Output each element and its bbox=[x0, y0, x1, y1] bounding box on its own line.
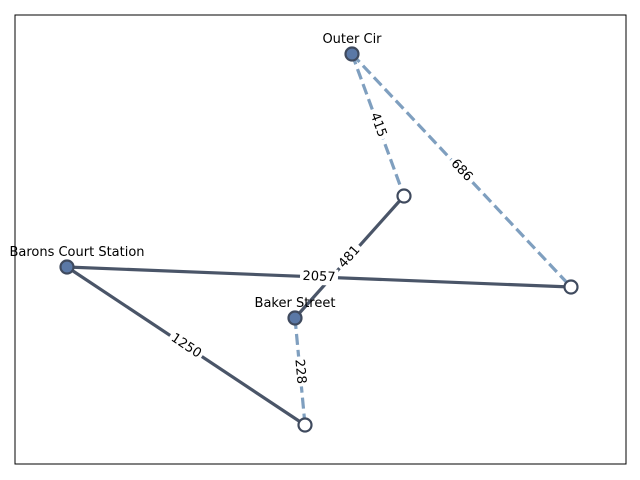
edge-weight-label: 415 bbox=[365, 108, 391, 142]
node-n-bottom bbox=[297, 417, 313, 433]
edge-weight-background bbox=[165, 328, 207, 364]
edge-weight-background bbox=[445, 154, 478, 187]
node-labels-layer: Outer Cir Barons Court Station Baker Stree… bbox=[9, 32, 382, 311]
node-label-outer-cir: Outer Cir bbox=[322, 32, 382, 47]
edge-weight-background bbox=[290, 355, 310, 388]
edge-outer-cir-n-mid bbox=[350, 53, 406, 197]
edge-weight-text: 228 bbox=[291, 358, 308, 384]
node-label-baker-street: Baker Street bbox=[255, 296, 336, 311]
node-n-mid bbox=[396, 188, 412, 204]
edge-weight-background bbox=[333, 240, 366, 274]
edge-weight-text: 2057 bbox=[302, 269, 336, 285]
plot-border bbox=[14, 14, 627, 465]
node-label-barons-court: Barons Court Station bbox=[9, 245, 144, 260]
edge-weight-label: 686 bbox=[445, 154, 478, 187]
edge-weight-background bbox=[299, 268, 339, 286]
node-barons-court bbox=[59, 259, 75, 275]
node-baker-street bbox=[287, 310, 303, 326]
node-outer-cir bbox=[344, 46, 360, 62]
edge-weight-label: 2057 bbox=[299, 268, 339, 286]
edge-weight-background bbox=[365, 108, 391, 142]
edge-outer-cir-n-right bbox=[350, 52, 573, 289]
edge-weight-label: 228 bbox=[290, 355, 310, 388]
nodes-layer bbox=[59, 46, 579, 433]
node-n-right bbox=[563, 279, 579, 295]
